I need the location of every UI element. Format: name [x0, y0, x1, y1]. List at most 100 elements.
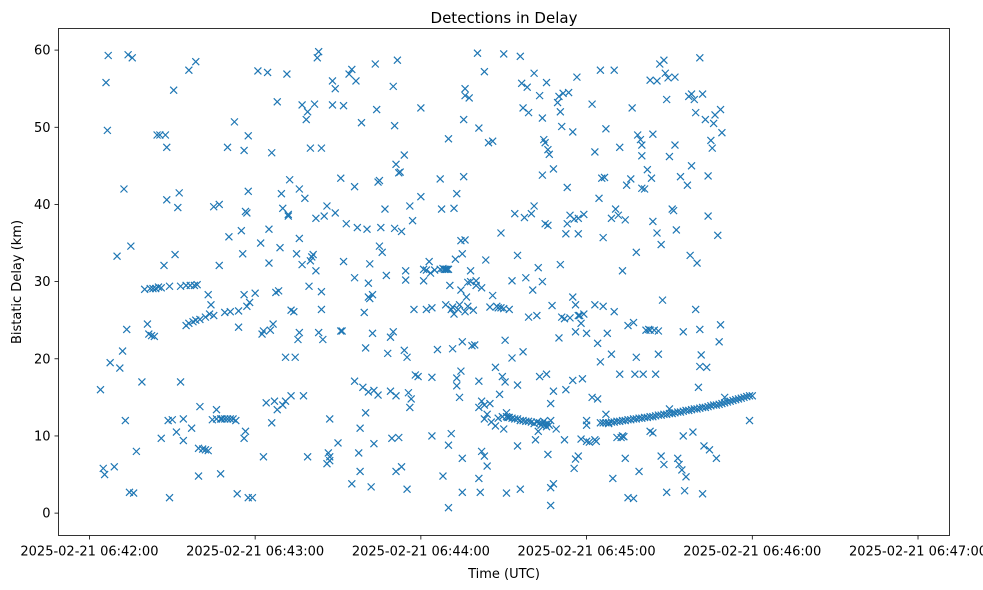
data-point — [245, 298, 254, 307]
data-point — [458, 249, 467, 258]
data-point — [195, 402, 204, 411]
data-point — [458, 454, 467, 463]
data-point — [530, 202, 539, 210]
data-point — [302, 115, 311, 124]
data-point — [517, 79, 526, 88]
data-point — [452, 374, 461, 382]
data-point — [476, 488, 485, 497]
data-point — [505, 413, 514, 422]
data-point — [278, 204, 287, 213]
data-point — [216, 469, 225, 478]
data-point — [501, 336, 510, 345]
x-tick-label: 2025-02-21 06:47:00 — [849, 545, 983, 560]
data-point — [601, 410, 610, 419]
data-point — [705, 445, 714, 454]
data-point — [439, 472, 447, 481]
data-point — [336, 327, 345, 335]
data-point — [599, 233, 608, 242]
data-point — [317, 287, 326, 296]
data-point — [452, 381, 461, 390]
data-point — [129, 489, 138, 497]
data-point — [157, 283, 166, 292]
data-point — [389, 327, 398, 336]
data-point — [347, 479, 356, 488]
data-point — [292, 249, 301, 258]
data-point — [577, 319, 585, 328]
data-point — [614, 211, 623, 220]
data-point — [704, 212, 713, 220]
data-point — [444, 265, 453, 274]
y-tick-label: 60 — [34, 44, 51, 59]
data-point — [441, 300, 450, 309]
data-point — [480, 415, 489, 423]
data-point — [294, 335, 302, 344]
data-point — [368, 329, 377, 338]
data-point — [610, 307, 619, 316]
y-tick-label: 30 — [34, 275, 51, 290]
data-point — [132, 447, 141, 456]
data-point — [488, 291, 497, 300]
data-point — [691, 108, 700, 117]
data-point — [474, 403, 483, 412]
data-point — [669, 206, 678, 215]
data-point — [231, 416, 240, 425]
data-point — [521, 273, 530, 282]
x-axis-label: Time (UTC) — [467, 567, 540, 582]
data-point — [368, 290, 377, 299]
data-point — [588, 393, 597, 402]
data-point — [607, 214, 616, 223]
data-point — [553, 98, 562, 107]
y-tick-label: 20 — [34, 352, 51, 367]
data-point — [588, 100, 597, 109]
data-point — [601, 124, 610, 133]
data-point — [187, 424, 196, 433]
data-point — [306, 144, 315, 153]
data-point — [198, 445, 207, 453]
data-point — [419, 276, 428, 285]
data-point — [459, 115, 468, 124]
data-point — [615, 370, 624, 379]
data-point — [619, 432, 628, 441]
data-point — [695, 53, 704, 62]
data-point — [382, 271, 391, 280]
data-point — [498, 372, 507, 381]
data-point — [444, 441, 453, 450]
data-point — [360, 308, 369, 317]
data-point — [549, 479, 558, 488]
data-point — [285, 175, 294, 184]
data-point — [485, 399, 494, 408]
data-point — [545, 421, 554, 430]
data-point — [564, 88, 573, 97]
data-point — [549, 387, 558, 396]
data-point — [350, 182, 359, 191]
data-point — [546, 483, 555, 492]
data-point — [702, 363, 711, 372]
data-point — [677, 465, 686, 474]
data-point — [701, 115, 710, 124]
data-point — [234, 323, 243, 332]
data-point — [352, 77, 360, 85]
data-point — [350, 377, 359, 386]
data-point — [277, 189, 286, 198]
data-point — [375, 176, 384, 185]
data-point — [455, 300, 464, 309]
data-point — [278, 401, 287, 410]
data-point — [454, 305, 463, 314]
data-point — [265, 259, 273, 268]
data-point — [513, 381, 522, 389]
data-point — [651, 370, 660, 379]
data-point — [345, 70, 353, 78]
data-point — [331, 209, 340, 217]
y-tick-label: 0 — [42, 507, 50, 522]
data-point — [273, 97, 282, 106]
data-point — [356, 467, 365, 476]
data-point — [538, 171, 547, 180]
data-point — [608, 474, 617, 483]
data-point — [737, 394, 746, 403]
data-point — [712, 454, 721, 463]
data-point — [149, 284, 157, 293]
data-point — [607, 350, 616, 359]
data-point — [390, 224, 399, 233]
data-point — [568, 127, 577, 136]
data-point — [162, 195, 171, 204]
